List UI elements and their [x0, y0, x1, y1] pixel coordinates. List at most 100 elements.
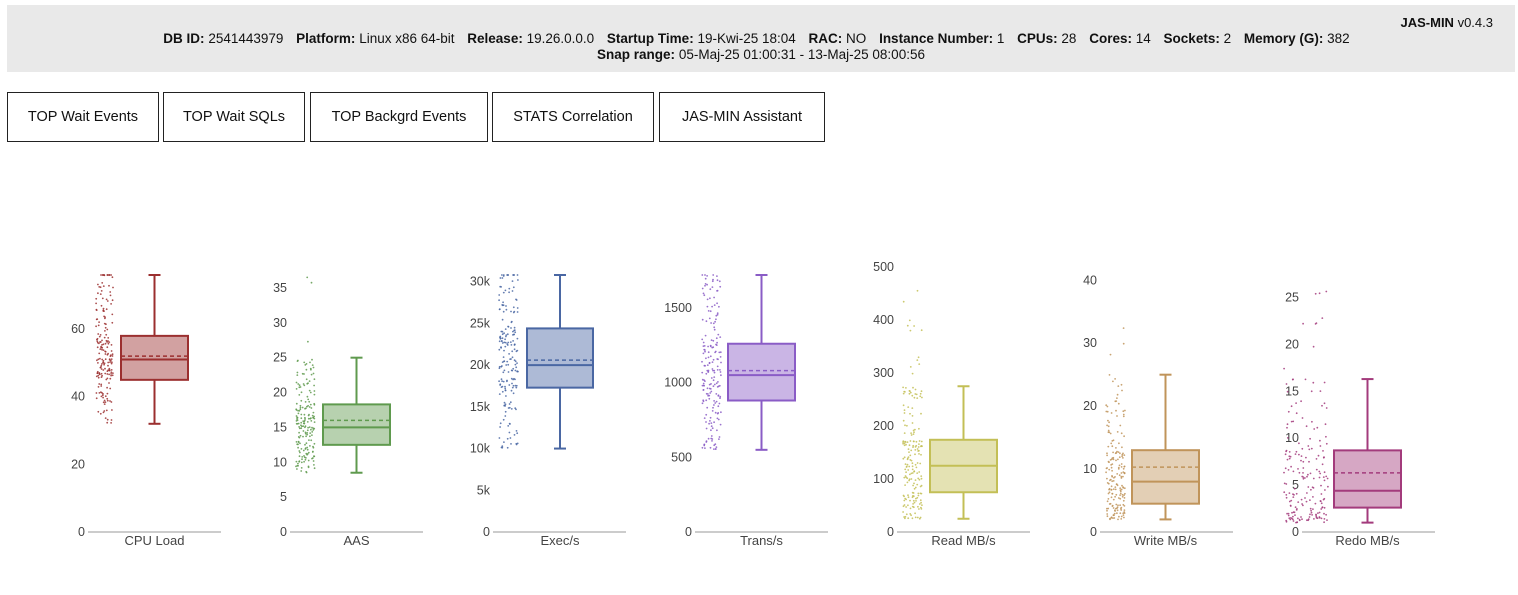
exec-s-point	[504, 389, 507, 392]
exec-s-point	[515, 366, 518, 369]
read-mb-s-point	[903, 390, 906, 393]
top-wait-sqls-button[interactable]: TOP Wait SQLs	[163, 92, 305, 142]
trans-s-point	[719, 336, 722, 338]
exec-s-point	[511, 350, 514, 353]
read-mb-s-point	[910, 434, 913, 436]
trans-s-point	[715, 344, 718, 346]
cpu-load-point	[102, 401, 105, 404]
top-wait-events-button[interactable]: TOP Wait Events	[7, 92, 159, 142]
redo-mb-s-y-tick-label: 25	[1285, 290, 1299, 304]
read-mb-s-y-tick-label: 400	[873, 313, 894, 327]
jas-min-assistant-button[interactable]: JAS-MIN Assistant	[659, 92, 825, 142]
aas-point	[295, 465, 297, 468]
write-mb-s-point	[1105, 471, 1107, 474]
read-mb-s-point	[918, 508, 920, 510]
redo-mb-s-point	[1308, 460, 1310, 463]
write-mb-s-point	[1115, 409, 1117, 412]
write-mb-s-point	[1118, 456, 1121, 459]
stats-correlation-button[interactable]: STATS Correlation	[492, 92, 654, 142]
redo-mb-s-point	[1325, 475, 1328, 478]
read-mb-s-point	[911, 496, 914, 499]
trans-s-point	[719, 423, 722, 426]
exec-s-point	[514, 360, 517, 363]
exec-s-point	[510, 327, 512, 329]
trans-s-point	[714, 402, 717, 404]
cpu-load-y-tick-label: 40	[71, 390, 85, 404]
read-mb-s-point	[909, 459, 912, 461]
redo-mb-s-point	[1311, 420, 1313, 423]
write-mb-s-point	[1120, 463, 1123, 465]
aas-point	[298, 384, 301, 387]
read-mb-s-point	[913, 396, 916, 399]
redo-mb-s-point	[1312, 496, 1314, 498]
redo-mb-s-point	[1308, 448, 1311, 451]
trans-s-point	[713, 448, 715, 450]
cpu-load-point	[95, 297, 98, 300]
write-mb-s-point	[1108, 491, 1111, 494]
trans-s-point	[707, 356, 710, 359]
read-mb-s-point	[920, 506, 922, 509]
aas-point	[313, 455, 316, 458]
aas-point	[302, 383, 305, 385]
aas-point	[299, 408, 302, 411]
exec-s-point	[501, 380, 503, 382]
exec-s-point	[504, 403, 507, 406]
exec-s-point	[516, 337, 519, 340]
aas-point	[313, 427, 316, 430]
write-mb-s-point	[1123, 511, 1126, 513]
cpu-load-point	[102, 359, 105, 362]
redo-mb-s-point	[1286, 437, 1289, 439]
trans-s-point	[711, 410, 714, 412]
redo-mb-s-point	[1326, 477, 1329, 480]
exec-s-x-label: Exec/s	[540, 533, 580, 548]
trans-s-point	[720, 411, 722, 414]
trans-s-point	[709, 310, 712, 313]
write-mb-s-point	[1106, 507, 1108, 510]
aas-point	[307, 426, 309, 429]
exec-s-point	[516, 307, 519, 309]
read-mb-s-point	[905, 513, 908, 516]
aas-point	[300, 391, 303, 394]
redo-mb-s-point	[1325, 435, 1327, 438]
trans-s-point	[706, 298, 709, 301]
write-mb-s-point	[1115, 503, 1118, 506]
cpu-load-point	[111, 313, 114, 316]
redo-mb-s-point	[1291, 511, 1293, 514]
exec-s-point	[501, 333, 504, 336]
trans-s-point	[705, 413, 708, 416]
read-mb-s-point	[920, 453, 922, 456]
cpu-load-point	[101, 348, 103, 351]
exec-s-point	[503, 401, 506, 404]
cpu-load-point	[110, 369, 113, 371]
read-mb-s-point	[905, 471, 907, 474]
redo-mb-s-point	[1324, 423, 1327, 426]
trans-s-point	[710, 429, 712, 432]
write-mb-s-point	[1111, 457, 1114, 459]
write-mb-s-point	[1123, 472, 1126, 475]
cpu-load-point	[100, 391, 102, 394]
write-mb-s-point	[1120, 466, 1123, 468]
exec-s-point	[505, 334, 508, 336]
read-mb-s-y-tick-label: 100	[873, 472, 894, 486]
read-mb-s-point	[909, 513, 912, 515]
redo-mb-s-point	[1297, 468, 1299, 470]
redo-mb-s-point	[1312, 345, 1315, 348]
trans-s-point	[704, 274, 706, 276]
aas-point	[304, 458, 307, 461]
write-mb-s-y-tick-label: 40	[1083, 273, 1097, 287]
read-mb-s-point	[902, 441, 904, 443]
trans-s-point	[714, 350, 717, 353]
aas-point	[307, 340, 309, 343]
exec-s-point	[498, 367, 501, 370]
exec-s-point	[513, 329, 516, 331]
read-mb-s-point	[921, 504, 923, 506]
exec-s-point	[512, 306, 515, 309]
read-mb-s-point	[914, 516, 917, 519]
read-mb-s-point	[914, 463, 917, 466]
trans-s-point	[712, 358, 715, 361]
exec-s-point	[499, 277, 502, 279]
exec-s-point	[504, 415, 507, 417]
top-backgrd-events-button[interactable]: TOP Backgrd Events	[310, 92, 488, 142]
cpu-load-point	[104, 330, 106, 332]
aas-point	[312, 372, 315, 375]
